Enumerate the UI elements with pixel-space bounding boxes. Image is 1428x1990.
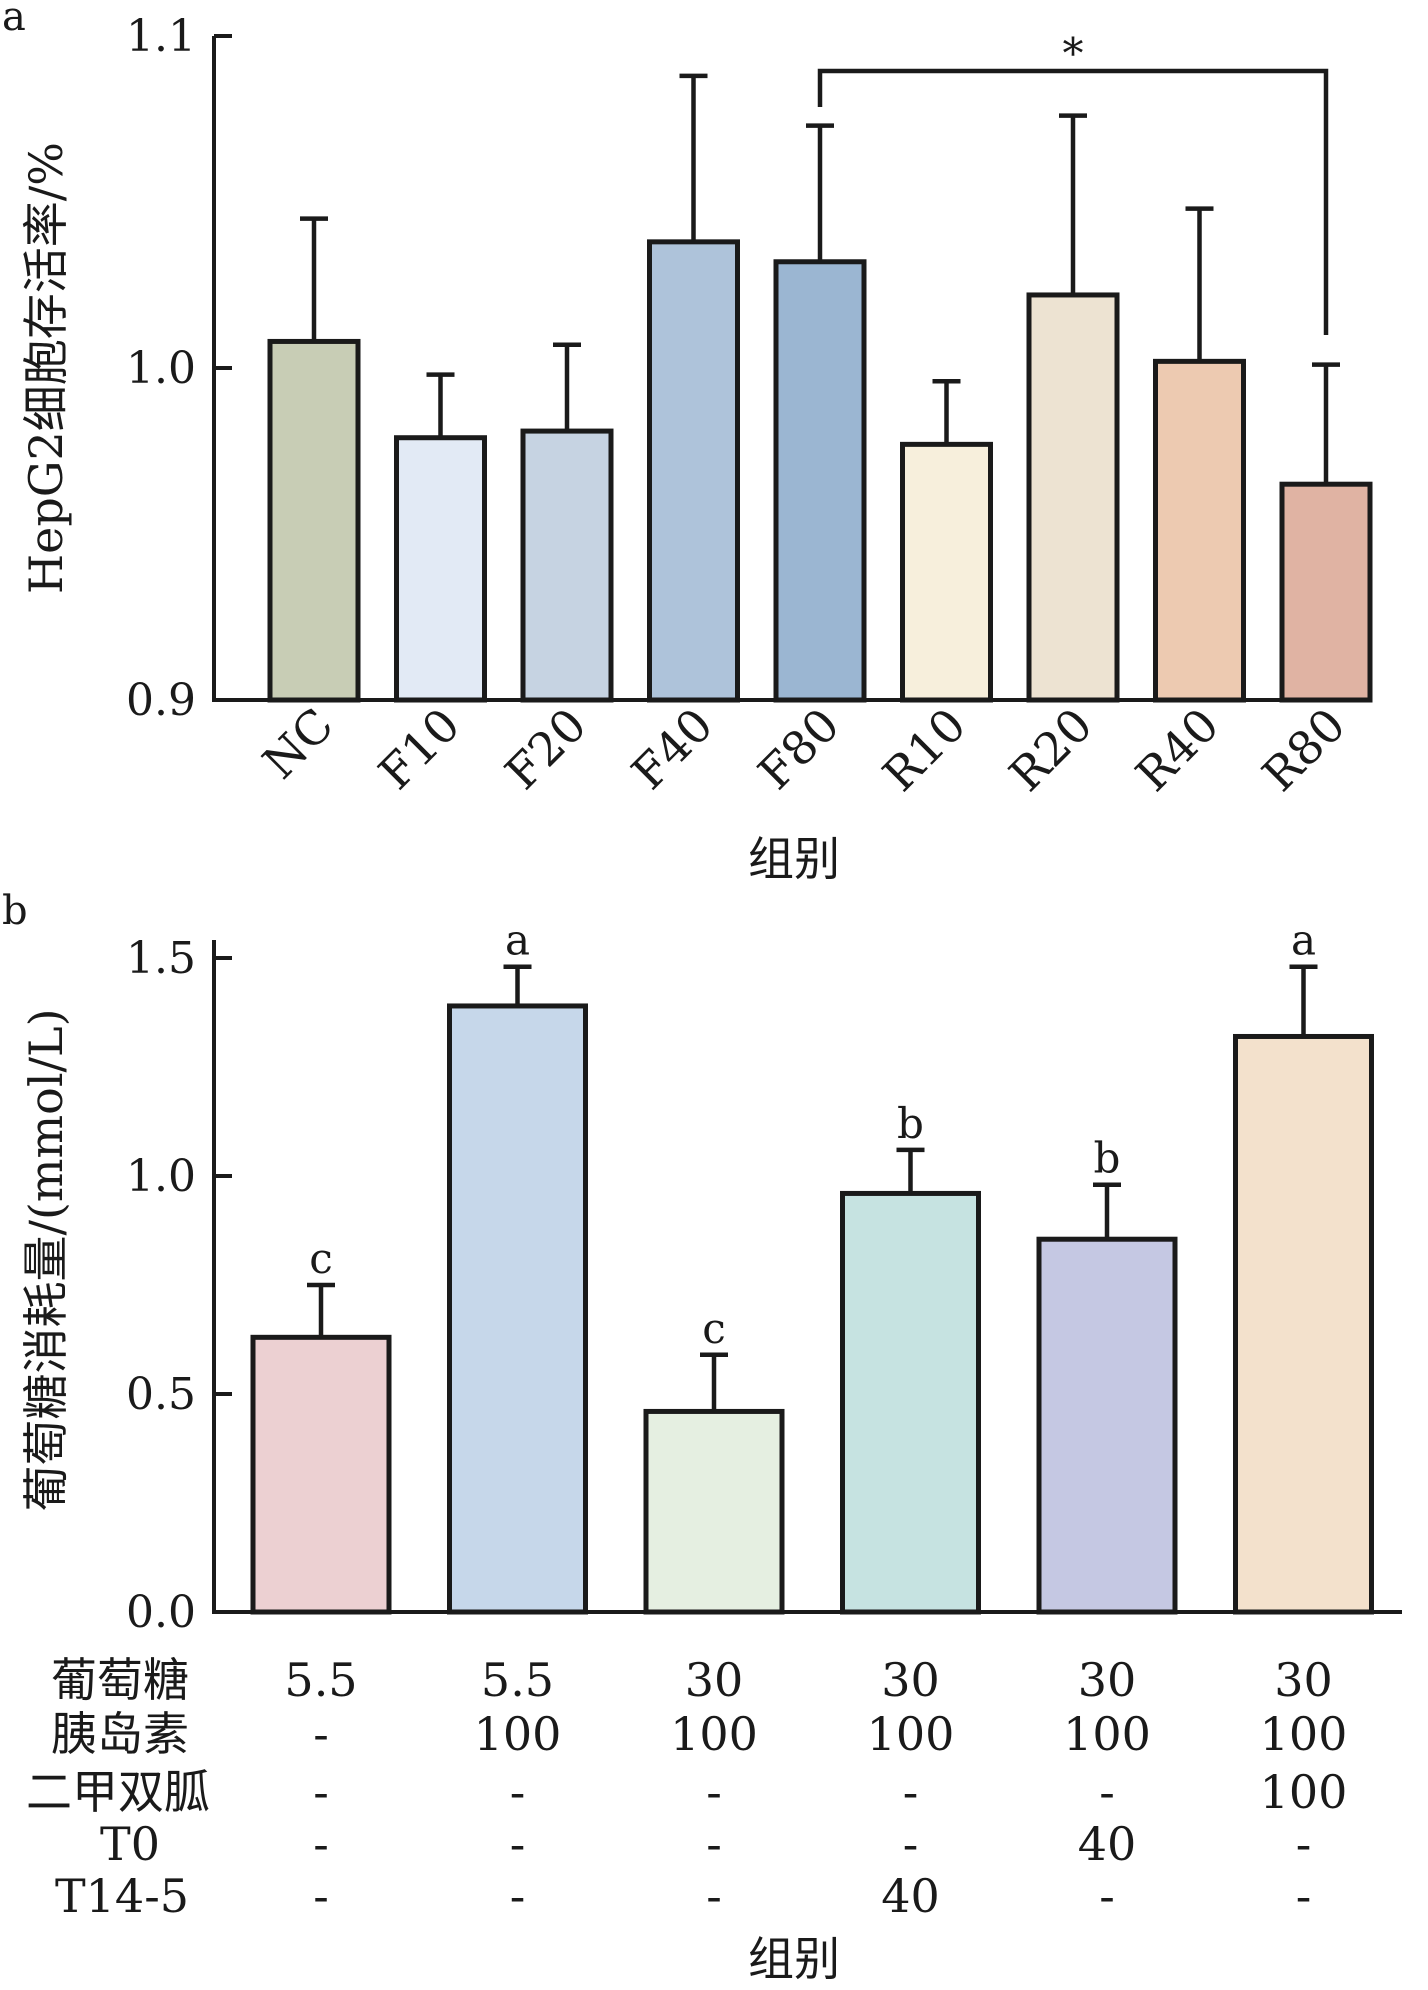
treatment-cell: 40 <box>1078 1817 1137 1871</box>
y-tick-label: 1.0 <box>126 1151 196 1202</box>
treatment-row-label: T14-5 <box>55 1869 189 1923</box>
significance-letter: a <box>505 916 530 965</box>
panel-b-y-axis-title: 葡萄糖消耗量/(mmol/L) <box>19 1008 73 1511</box>
y-tick-label: 0.5 <box>126 1369 196 1420</box>
panel-b: b 0.0 0.5 1.0 1.5 c a c b b a 葡萄糖 5.5 5.5 30 30 30 30 胰… <box>2 888 1402 1986</box>
x-tick-label-r20: R20 <box>999 698 1103 802</box>
treatment-cell: 100 <box>1260 1707 1348 1761</box>
treatment-cell: - <box>1296 1869 1312 1923</box>
treatment-cell: 30 <box>881 1653 940 1707</box>
treatment-cell: - <box>313 1707 329 1761</box>
bar-r20 <box>1026 292 1120 703</box>
panel-a-bars <box>267 239 1373 703</box>
bar-group-1 <box>250 1334 392 1615</box>
treatment-cell: - <box>313 1765 329 1819</box>
treatment-cell: - <box>313 1869 329 1923</box>
treatment-cell: 100 <box>670 1707 758 1761</box>
x-tick-label-r10: R10 <box>872 698 976 802</box>
treatment-cell: 100 <box>474 1707 562 1761</box>
bar-nc <box>267 338 361 703</box>
bar-f10 <box>394 435 487 703</box>
significance-letter: b <box>1094 1134 1121 1183</box>
panel-a-y-axis-title: HepG2细胞存活率/% <box>19 142 73 594</box>
bar-f20 <box>520 428 614 703</box>
treatment-cell: - <box>510 1817 526 1871</box>
treatment-cell: 40 <box>881 1869 940 1923</box>
x-tick-label-r80: R80 <box>1252 698 1356 802</box>
treatment-cell: - <box>1099 1765 1115 1819</box>
treatment-cell: - <box>706 1817 722 1871</box>
treatment-cell: 5.5 <box>481 1653 554 1707</box>
significance-letter: c <box>309 1234 333 1283</box>
bar-group-4 <box>840 1190 981 1615</box>
y-tick-label: 0.0 <box>126 1587 196 1638</box>
treatment-cell: - <box>903 1765 919 1819</box>
panel-b-error-bars <box>307 964 1318 1412</box>
panel-a-label: a <box>2 0 26 40</box>
bar-group-6 <box>1233 1033 1374 1615</box>
y-tick-label: 1.5 <box>126 933 196 984</box>
treatment-cell: 30 <box>685 1653 744 1707</box>
panel-b-x-axis-title: 组别 <box>748 1932 840 1986</box>
y-tick-label: 1.1 <box>126 11 196 62</box>
treatment-cell: - <box>706 1765 722 1819</box>
treatment-cell: - <box>510 1765 526 1819</box>
bar-group-3 <box>643 1408 785 1615</box>
treatment-cell: - <box>313 1817 329 1871</box>
bar-r40 <box>1153 358 1246 703</box>
panel-a: a 0.9 1.0 1.1 NC F10 F20 F40 F80 R10 R20 R40 R80 *… <box>2 0 1373 886</box>
x-tick-label-f20: F20 <box>495 698 597 800</box>
bar-r10 <box>900 441 993 703</box>
y-tick-label: 0.9 <box>126 675 196 726</box>
x-tick-label-f40: F40 <box>621 698 723 800</box>
y-tick-label: 1.0 <box>126 343 196 394</box>
treatment-row-label: 胰岛素 <box>51 1707 189 1761</box>
treatment-row-label: 二甲双胍 <box>26 1765 210 1819</box>
x-tick-label-f10: F10 <box>368 698 470 800</box>
panel-a-significance: * <box>817 29 1329 335</box>
panel-b-y-ticks: 0.0 0.5 1.0 1.5 <box>126 933 232 1638</box>
panel-a-x-axis-title: 组别 <box>748 832 840 886</box>
significance-bracket <box>817 68 1329 335</box>
significance-letter: a <box>1291 916 1316 965</box>
bar-r80 <box>1279 481 1373 703</box>
bar-group-2 <box>447 1003 588 1615</box>
treatment-cell: 100 <box>1260 1765 1348 1819</box>
panel-b-label: b <box>2 888 28 934</box>
x-tick-label-f80: F80 <box>748 698 850 800</box>
bar-f80 <box>773 259 867 703</box>
treatment-cell: 30 <box>1078 1653 1137 1707</box>
significance-star: * <box>1063 29 1084 78</box>
panel-a-error-bars <box>300 73 1340 485</box>
bar-f40 <box>647 239 740 703</box>
panel-a-x-tick-labels: NC F10 F20 F40 F80 R10 R20 R40 R80 <box>252 698 1356 802</box>
significance-letter: b <box>897 1099 924 1148</box>
treatment-cell: - <box>903 1817 919 1871</box>
treatment-cell: 100 <box>867 1707 955 1761</box>
treatment-cell: 100 <box>1063 1707 1151 1761</box>
treatment-cell: - <box>1099 1869 1115 1923</box>
treatment-row-label: 葡萄糖 <box>51 1653 189 1707</box>
treatment-cell: 5.5 <box>284 1653 357 1707</box>
panel-b-significance-letters: c a c b b a <box>309 916 1316 1353</box>
panel-a-y-ticks: 0.9 1.0 1.1 <box>126 11 232 726</box>
treatment-cell: - <box>706 1869 722 1923</box>
bar-group-5 <box>1036 1236 1178 1615</box>
x-tick-label-r40: R40 <box>1125 698 1229 802</box>
treatment-cell: - <box>510 1869 526 1923</box>
significance-letter: c <box>702 1304 726 1353</box>
treatment-cell: - <box>1296 1817 1312 1871</box>
treatment-row-label: T0 <box>100 1817 160 1871</box>
x-tick-label-nc: NC <box>252 698 344 790</box>
treatment-cell: 30 <box>1274 1653 1333 1707</box>
panel-b-bars <box>250 1003 1374 1615</box>
